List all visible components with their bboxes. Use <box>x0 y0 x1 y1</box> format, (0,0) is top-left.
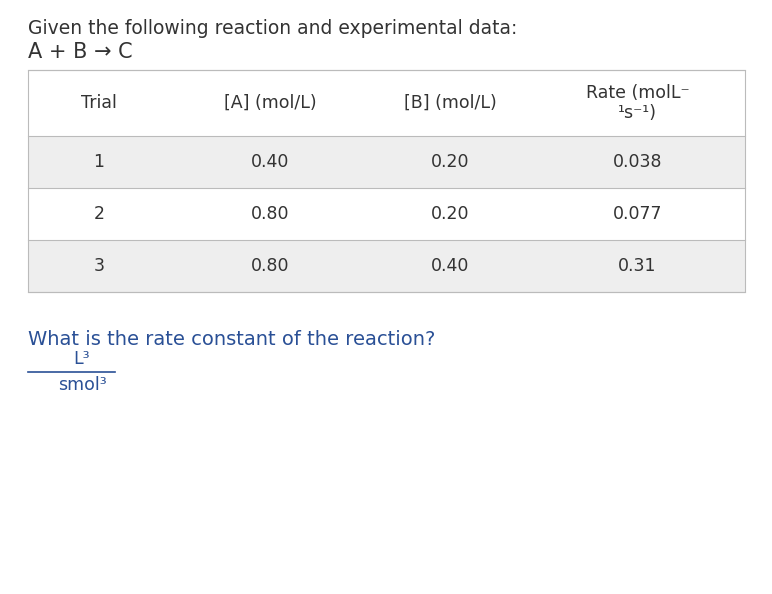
Text: 0.20: 0.20 <box>431 205 469 223</box>
Bar <box>28 70 745 292</box>
Text: Trial: Trial <box>81 94 117 112</box>
Text: 0.80: 0.80 <box>251 205 290 223</box>
Bar <box>28 240 745 292</box>
Text: 0.20: 0.20 <box>431 153 469 171</box>
Text: 0.40: 0.40 <box>431 257 469 275</box>
Text: L³: L³ <box>73 350 90 368</box>
Text: ¹s⁻¹): ¹s⁻¹) <box>618 104 657 122</box>
Text: [B] (mol/L): [B] (mol/L) <box>404 94 496 112</box>
Text: 2: 2 <box>93 205 104 223</box>
Text: 0.077: 0.077 <box>613 205 662 223</box>
Bar <box>28 136 745 188</box>
Text: A + B → C: A + B → C <box>28 42 133 62</box>
Text: 3: 3 <box>93 257 104 275</box>
Text: [A] (mol/L): [A] (mol/L) <box>224 94 317 112</box>
Text: 0.038: 0.038 <box>613 153 662 171</box>
Text: smol³: smol³ <box>58 376 107 394</box>
Bar <box>28 188 745 240</box>
Text: 1: 1 <box>93 153 104 171</box>
Text: What is the rate constant of the reaction?: What is the rate constant of the reactio… <box>28 330 435 349</box>
Bar <box>28 70 745 136</box>
Text: 0.40: 0.40 <box>251 153 290 171</box>
Text: Rate (molL⁻: Rate (molL⁻ <box>586 84 689 102</box>
Text: Given the following reaction and experimental data:: Given the following reaction and experim… <box>28 19 517 38</box>
Text: 0.31: 0.31 <box>618 257 657 275</box>
Text: 0.80: 0.80 <box>251 257 290 275</box>
